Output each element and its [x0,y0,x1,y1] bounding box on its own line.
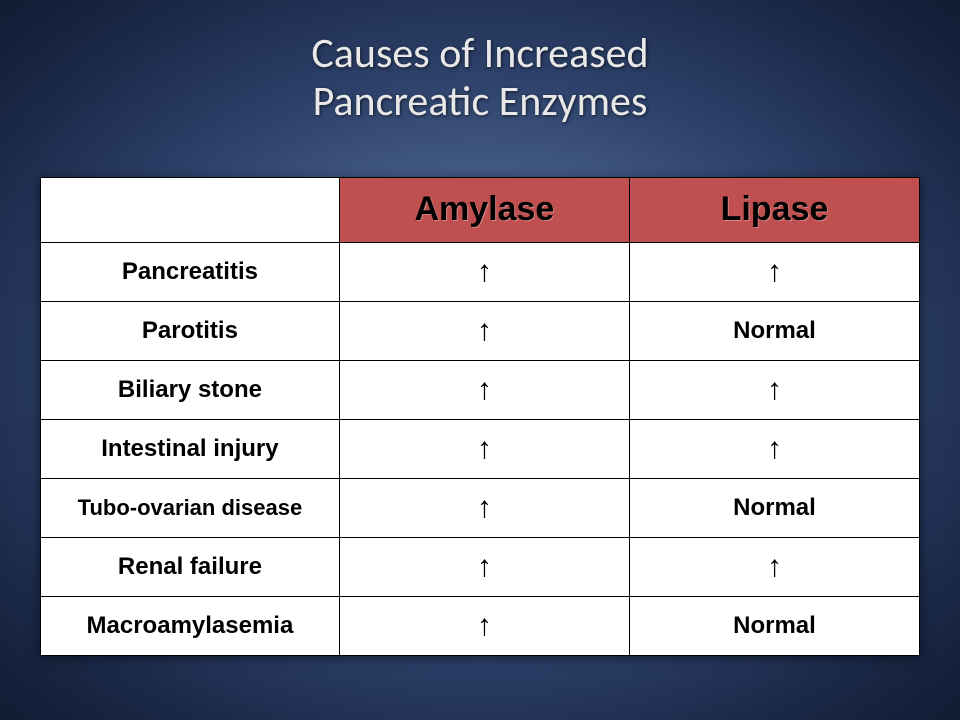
table-container: Amylase Lipase Pancreatitis ↑ ↑ Parotiti… [40,177,920,656]
title-line-1: Causes of Increased [311,28,648,79]
slide-title: Causes of Increased Pancreatic Enzymes [0,0,960,147]
row-label: Tubo-ovarian disease [41,478,340,537]
lipase-cell: Normal [629,596,919,655]
amylase-cell: ↑ [339,537,629,596]
amylase-cell: ↑ [339,419,629,478]
table-row: Macroamylasemia ↑ Normal [41,596,920,655]
row-label: Renal failure [41,537,340,596]
table-row: Intestinal injury ↑ ↑ [41,419,920,478]
lipase-cell: Normal [629,478,919,537]
amylase-cell: ↑ [339,301,629,360]
lipase-cell: ↑ [629,242,919,301]
row-label: Macroamylasemia [41,596,340,655]
amylase-cell: ↑ [339,242,629,301]
row-label: Parotitis [41,301,340,360]
table-row: Parotitis ↑ Normal [41,301,920,360]
table-row: Pancreatitis ↑ ↑ [41,242,920,301]
table-row: Biliary stone ↑ ↑ [41,360,920,419]
col-header-amylase: Amylase [339,177,629,242]
col-header-lipase: Lipase [629,177,919,242]
title-line-2: Pancreatic Enzymes [313,76,648,127]
amylase-cell: ↑ [339,596,629,655]
row-label: Pancreatitis [41,242,340,301]
lipase-cell: ↑ [629,537,919,596]
lipase-cell: Normal [629,301,919,360]
table-header-row: Amylase Lipase [41,177,920,242]
amylase-cell: ↑ [339,478,629,537]
table-row: Tubo-ovarian disease ↑ Normal [41,478,920,537]
table-body: Pancreatitis ↑ ↑ Parotitis ↑ Normal Bili… [41,242,920,655]
lipase-cell: ↑ [629,360,919,419]
amylase-cell: ↑ [339,360,629,419]
table-row: Renal failure ↑ ↑ [41,537,920,596]
lipase-cell: ↑ [629,419,919,478]
enzymes-table: Amylase Lipase Pancreatitis ↑ ↑ Parotiti… [40,177,920,656]
row-label: Intestinal injury [41,419,340,478]
row-label: Biliary stone [41,360,340,419]
col-header-blank [41,177,340,242]
